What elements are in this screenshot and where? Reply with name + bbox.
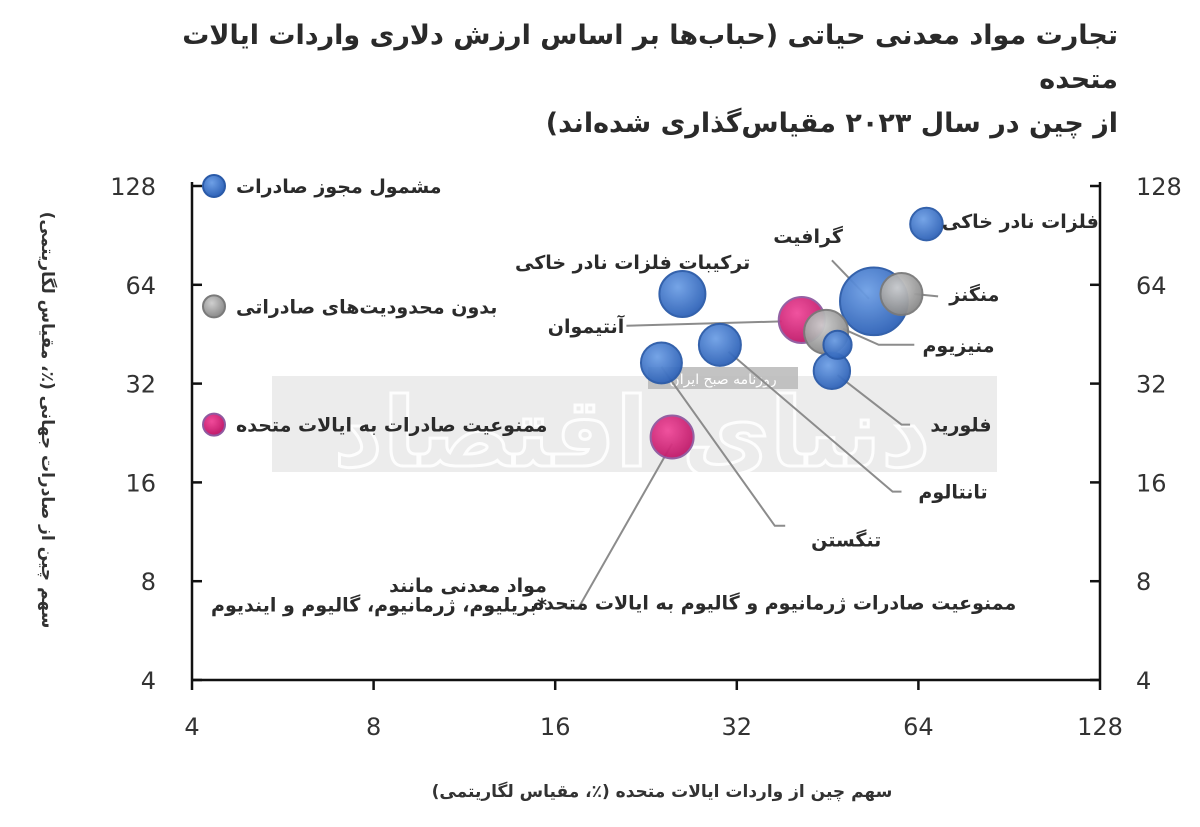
title-line-2: از چین در سال ۲۰۲۳ مقیاس‌گذاری شده‌اند) (545, 108, 1118, 139)
bubbles (639, 206, 944, 460)
legend-label: ممنوعیت صادرات به ایالات متحده (236, 415, 547, 437)
leader-line (836, 374, 911, 426)
annotation-label: گرافیت (773, 225, 844, 248)
bubble-export_license (909, 206, 944, 242)
legend-label: بدون محدودیت‌های صادراتی (236, 296, 497, 318)
y-axis-title: سهم چین از صادرات جهانی (٪، مقیاس لگاریت… (37, 212, 58, 629)
legend-swatch-no_restriction (202, 294, 226, 319)
x-tick-label: 64 (903, 713, 934, 741)
y-tick-label-right: 4 (1136, 667, 1151, 695)
leader-line (558, 443, 673, 609)
legend-swatch-us_ban (202, 412, 226, 437)
x-tick-label: 32 (722, 713, 753, 741)
x-tick-label: 16 (540, 713, 571, 741)
bubble-export_license (658, 269, 707, 319)
annotation-label: منیزیوم (922, 335, 994, 357)
y-tick-label-left: 128 (110, 173, 156, 201)
leader-line (626, 320, 782, 327)
y-tick-label-left: 4 (141, 667, 156, 695)
legend: مشمول مجوز صادرات بدون محدودیت‌های صادرات… (202, 174, 547, 437)
y-tick-label-right: 128 (1136, 173, 1182, 201)
bubble-us_ban (649, 414, 695, 460)
annotation-label: آنتیموان (548, 314, 625, 338)
bubble-export_license (639, 341, 683, 385)
annotations: گرافیت فلزات نادر خاکی ترکیبات فلزات نادر … (211, 211, 1099, 616)
chart-title: تجارت مواد معدنی حیاتی (حباب‌ها بر اساس … (118, 14, 1118, 146)
y-tick-label-left: 16 (125, 469, 156, 497)
annotation-label: فلزات نادر خاکی (942, 211, 1099, 233)
y-tick-label-left: 32 (125, 371, 156, 399)
y-tick-label-left: 8 (141, 568, 156, 596)
y-tick-label-right: 64 (1136, 272, 1167, 300)
annotation-label: منگنز (948, 283, 999, 306)
leader-line (842, 327, 915, 346)
y-tick-label-left: 64 (125, 272, 156, 300)
watermark-small-text: روزنامه صبح ایران (669, 372, 776, 388)
annotation-label: ممنوعیت صادرات ژرمانیوم و گالیوم به ایال… (533, 591, 1016, 614)
annotation-label: تنگستن (811, 529, 881, 552)
title-line-1: تجارت مواد معدنی حیاتی (حباب‌ها بر اساس … (182, 20, 1118, 95)
x-tick-label: 128 (1077, 713, 1123, 741)
bubble-export_license (697, 322, 742, 367)
legend-label: مشمول مجوز صادرات (236, 176, 442, 198)
watermark: دنیای اقتصاد روزنامه صبح ایران (272, 367, 997, 491)
leader-lines (558, 259, 939, 609)
x-tick-label: 8 (366, 713, 381, 741)
y-tick-label-right: 16 (1136, 469, 1167, 497)
y-tick-label-right: 8 (1136, 568, 1151, 596)
bubble-no_restriction (879, 271, 924, 316)
annotation-label: مواد معدنی مانند (389, 575, 547, 597)
annotation-label: تانتالوم (918, 482, 987, 504)
annotation-label: ترکیبات فلزات نادر خاکی (515, 252, 750, 274)
y-tick-label-right: 32 (1136, 371, 1167, 399)
watermark-small-bg (648, 367, 798, 389)
x-tick-label: 4 (184, 713, 199, 741)
leader-line (727, 351, 902, 493)
annotation-label: فلورید (930, 415, 991, 437)
watermark-band (272, 376, 997, 472)
legend-swatch-export_license (202, 174, 226, 198)
x-axis-title: سهم چین از واردات ایالات متحده (٪، مقیاس… (432, 781, 893, 802)
bubble-export_license (822, 329, 853, 360)
leader-line (660, 366, 786, 527)
annotation-label: بریلیوم، ژرمانیوم، گالیوم و ایندیوم* (211, 593, 547, 616)
watermark-big-text: دنیای اقتصاد (334, 377, 931, 489)
